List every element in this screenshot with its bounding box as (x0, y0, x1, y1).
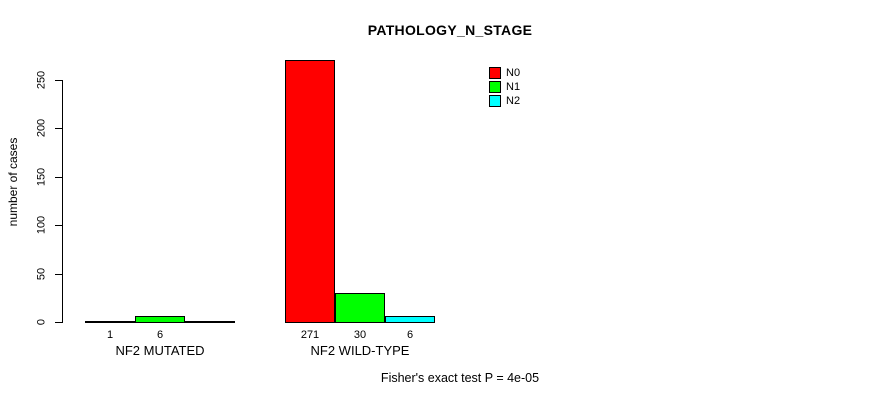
y-tick-label: 250 (35, 70, 48, 90)
y-axis-label: number of cases (6, 137, 20, 227)
category-label: NF2 MUTATED (115, 343, 205, 358)
y-tick (55, 322, 62, 323)
bar-n2-group2 (385, 316, 435, 323)
bar-n0-group2 (285, 60, 335, 323)
y-tick (55, 128, 62, 129)
y-axis-line (62, 80, 63, 323)
y-tick (55, 225, 62, 226)
legend-label: N0 (506, 66, 521, 79)
bar-n0-group1 (85, 321, 135, 323)
y-tick (55, 80, 62, 81)
legend: N0 N1 N2 (489, 66, 520, 108)
y-tick-label: 50 (35, 267, 48, 281)
bar-n1-group1 (135, 316, 185, 323)
legend-item-n0: N0 (489, 66, 520, 80)
legend-label: N2 (506, 94, 521, 107)
stat-test-note: Fisher's exact test P = 4e-05 (380, 371, 540, 385)
legend-label: N1 (506, 80, 521, 93)
legend-swatch-n0 (489, 67, 501, 79)
legend-swatch-n1 (489, 81, 501, 93)
legend-swatch-n2 (489, 95, 501, 107)
legend-item-n1: N1 (489, 80, 520, 94)
bar-value-label: 271 (300, 329, 320, 341)
y-tick-label: 100 (35, 215, 48, 235)
y-tick-label: 200 (35, 118, 48, 138)
bar-value-label: 6 (406, 329, 414, 341)
y-tick-label: 0 (35, 318, 48, 326)
bar-value-label: 30 (353, 329, 367, 341)
y-tick (55, 274, 62, 275)
legend-item-n2: N2 (489, 94, 520, 108)
y-tick (55, 177, 62, 178)
bar-n1-group2 (335, 293, 385, 323)
bar-value-label: 6 (156, 329, 164, 341)
category-label: NF2 WILD-TYPE (310, 343, 410, 358)
bar-value-label: 1 (106, 329, 114, 341)
bar-n2-group1 (185, 321, 235, 323)
y-tick-label: 150 (35, 167, 48, 187)
chart-title: PATHOLOGY_N_STAGE (367, 22, 533, 38)
